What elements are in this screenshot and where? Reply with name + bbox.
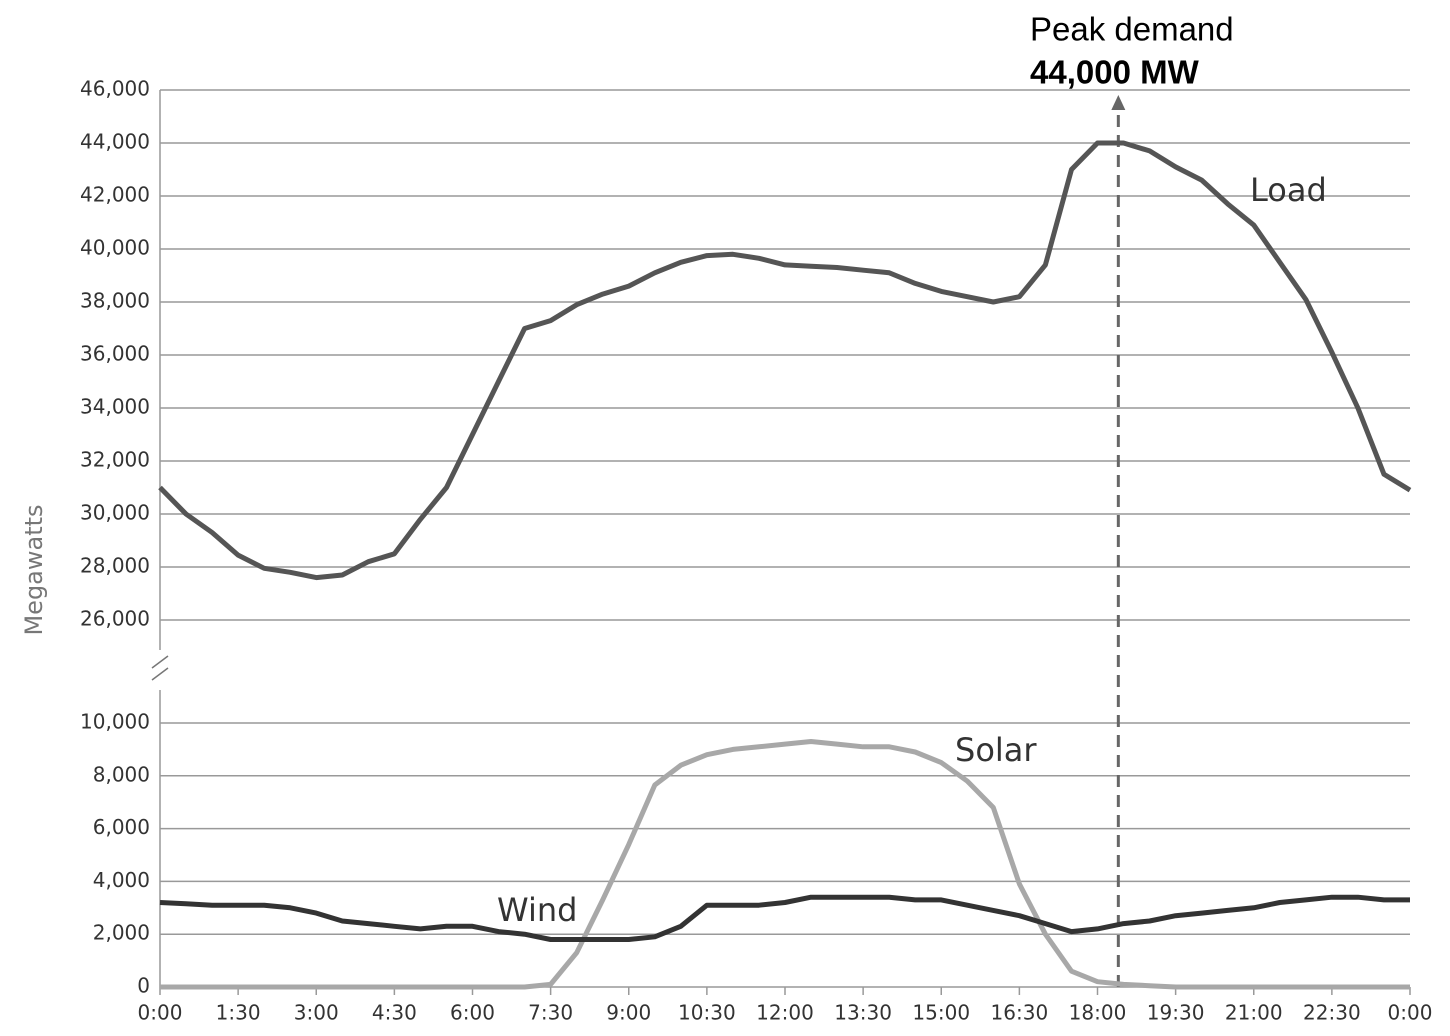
y-tick-label: 34,000 <box>80 395 150 419</box>
series-label: Load <box>1250 171 1327 209</box>
series-line <box>160 739 1410 990</box>
y-tick-label: 46,000 <box>80 77 150 101</box>
series-line <box>159 894 1410 942</box>
y-tick-label: 28,000 <box>80 554 150 578</box>
y-tick-label: 44,000 <box>80 130 150 154</box>
x-tick-label: 13:30 <box>834 1001 892 1025</box>
x-tick-label: 21:00 <box>1225 1001 1283 1025</box>
x-tick-label: 1:30 <box>216 1001 261 1025</box>
x-tick-label: 0:00 <box>138 1001 183 1025</box>
annotation-arrow <box>1111 95 1126 110</box>
x-tick-label: 22:30 <box>1303 1001 1361 1025</box>
series-line <box>158 140 1412 581</box>
x-tick-label: 10:30 <box>678 1001 736 1025</box>
y-tick-label: 6,000 <box>93 815 150 839</box>
x-tick-label: 4:30 <box>372 1001 417 1025</box>
y-tick-label: 30,000 <box>80 501 150 525</box>
x-tick-label: 16:30 <box>991 1001 1049 1025</box>
y-tick-label: 8,000 <box>93 762 150 786</box>
x-tick-label: 15:00 <box>912 1001 970 1025</box>
y-tick-label: 40,000 <box>80 236 150 260</box>
y-tick-label: 2,000 <box>93 921 150 945</box>
x-tick-label: 0:00 <box>1388 1001 1433 1025</box>
series-label: Wind <box>497 891 577 929</box>
axis-break <box>151 655 169 681</box>
y-axis-label: Megawatts <box>20 504 48 635</box>
y-tick-label: 42,000 <box>80 183 150 207</box>
y-tick-label: 4,000 <box>93 868 150 892</box>
x-tick-label: 18:00 <box>1069 1001 1127 1025</box>
y-tick-label: 36,000 <box>80 342 150 366</box>
x-tick-label: 6:00 <box>450 1001 495 1025</box>
annotation-text: Peak demand <box>1030 11 1234 48</box>
annotation-value: 44,000 MW <box>1030 54 1200 91</box>
y-tick-label: 10,000 <box>80 710 150 734</box>
x-tick-label: 7:30 <box>528 1001 573 1025</box>
series-label: Solar <box>955 731 1037 769</box>
y-tick-label: 32,000 <box>80 448 150 472</box>
x-tick-label: 12:00 <box>756 1001 814 1025</box>
x-tick-label: 3:00 <box>294 1001 339 1025</box>
x-tick-label: 19:30 <box>1147 1001 1205 1025</box>
x-tick-label: 9:00 <box>606 1001 651 1025</box>
y-tick-label: 26,000 <box>80 607 150 631</box>
y-tick-label: 38,000 <box>80 289 150 313</box>
y-tick-label: 0 <box>137 974 150 998</box>
